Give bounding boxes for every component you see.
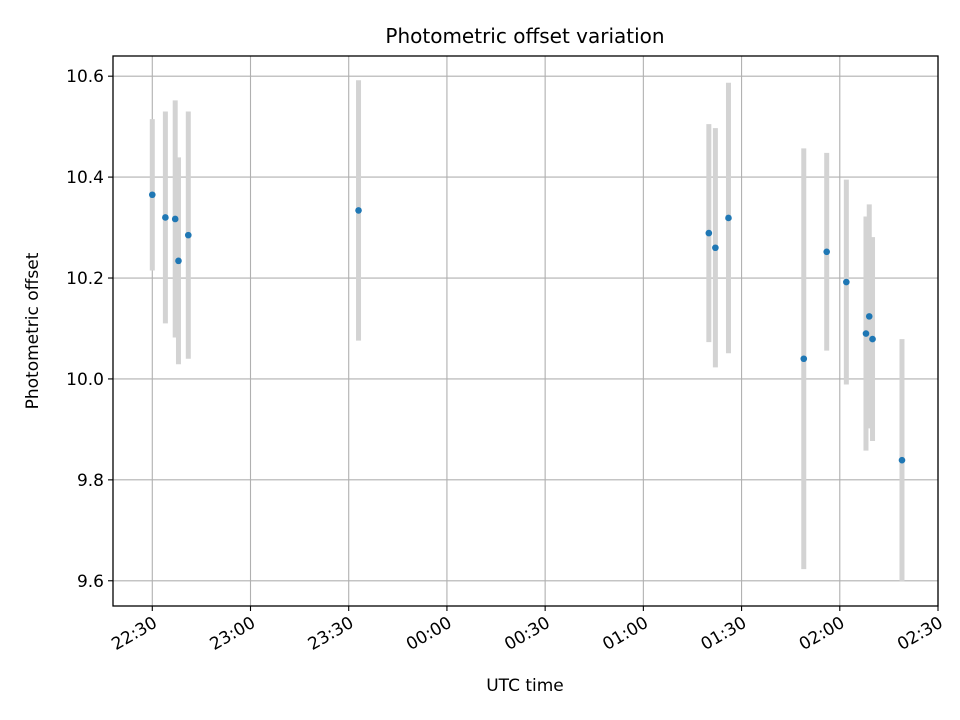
point-layer — [148, 191, 906, 464]
plot-frame — [112, 55, 939, 607]
y-tick-label: 10.6 — [66, 67, 104, 87]
data-point — [725, 214, 732, 222]
data-point — [823, 248, 830, 256]
data-point — [148, 191, 156, 199]
data-point — [862, 330, 870, 337]
data-point — [355, 207, 362, 214]
data-point — [865, 313, 873, 320]
data-point — [171, 215, 179, 223]
chart-title: Photometric offset variation — [385, 24, 664, 48]
grid-layer — [113, 56, 939, 606]
data-point — [175, 257, 182, 265]
data-point — [705, 229, 713, 237]
data-point — [162, 214, 169, 221]
y-tick-label: 10.0 — [66, 370, 104, 390]
y-tick-label: 9.6 — [77, 572, 104, 592]
data-point — [898, 456, 906, 464]
y-tick-label: 9.8 — [77, 471, 104, 491]
data-point — [869, 335, 876, 343]
data-point — [712, 244, 719, 252]
x-axis-title: UTC time — [486, 676, 564, 696]
data-point — [843, 278, 850, 286]
data-point — [184, 231, 192, 239]
y-axis-title: Photometric offset — [23, 252, 43, 409]
data-point — [800, 355, 808, 363]
y-tick-label: 10.4 — [66, 168, 104, 188]
y-tick-label: 10.2 — [66, 269, 104, 289]
y-axis-ticks: 9.6 9.8 10.0 10.2 10.4 10.6 — [66, 67, 113, 592]
